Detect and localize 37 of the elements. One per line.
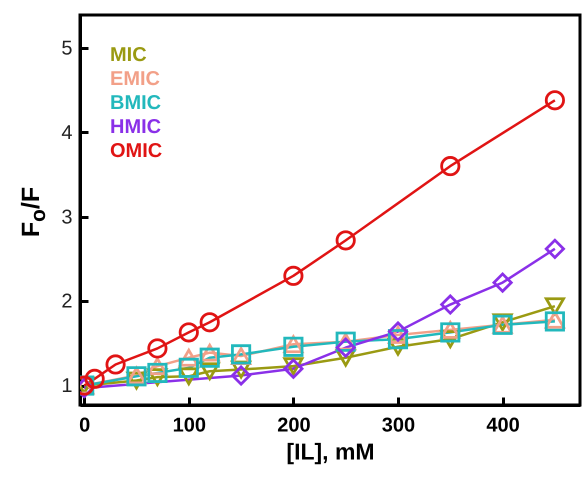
point [336, 230, 356, 250]
point [178, 322, 199, 342]
y-tick-label: 1 [61, 375, 72, 398]
y-tick-label: 3 [61, 206, 72, 228]
y-tick-label: 5 [61, 37, 72, 60]
point [440, 322, 460, 342]
x-tick-label: 100 [172, 414, 206, 436]
point [544, 90, 565, 110]
point [84, 368, 105, 389]
point [200, 312, 220, 332]
text: MIC [110, 44, 147, 66]
text: HMIC [110, 116, 162, 138]
x-tick-label: 300 [382, 414, 416, 436]
point [440, 156, 460, 176]
text: EMIC [110, 68, 160, 90]
point [388, 322, 408, 342]
point [147, 338, 168, 358]
point [106, 354, 126, 375]
x-tick-label: 400 [486, 414, 520, 436]
x-tick-label: 0 [79, 414, 90, 436]
y-tick-label: 2 [61, 290, 72, 313]
point [283, 266, 304, 286]
y-tick-label: 4 [61, 122, 72, 144]
point [544, 238, 565, 259]
point [440, 294, 460, 315]
point [492, 272, 513, 293]
point [178, 358, 199, 378]
point [336, 338, 356, 358]
x-axis-title: [IL], mM [286, 438, 375, 464]
point [231, 365, 252, 386]
point [283, 336, 304, 357]
point [283, 358, 304, 379]
point [200, 348, 220, 368]
text: BMIC [110, 92, 162, 114]
point [147, 362, 168, 383]
x-tick-label: 200 [277, 414, 311, 436]
text: OMIC [110, 140, 162, 162]
